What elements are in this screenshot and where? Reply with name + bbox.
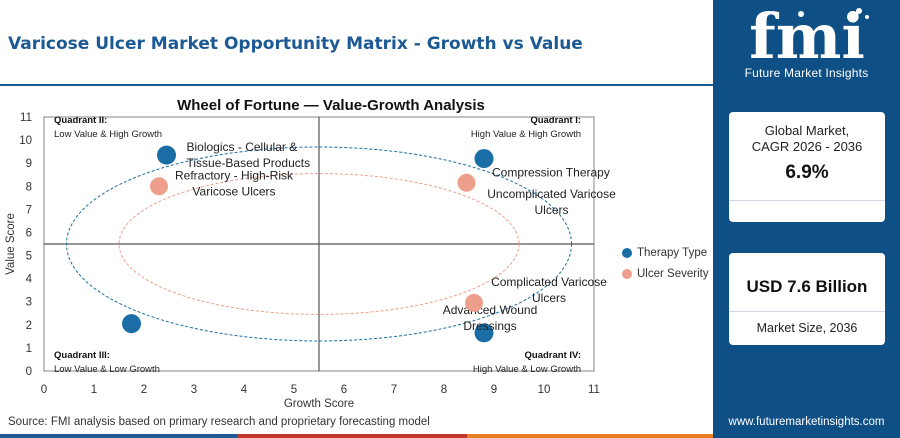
quadrant-description: Low Value & High Growth — [54, 129, 162, 140]
market-size-value: USD 7.6 Billion — [746, 277, 868, 296]
data-point-label: Advanced Wound — [443, 303, 538, 317]
y-tick-label: 9 — [26, 158, 32, 170]
data-point-label: Refractory - High-Risk — [175, 168, 294, 182]
quadrant-title: Quadrant I: — [530, 115, 581, 126]
data-point-label: Dressings — [463, 319, 516, 333]
y-tick-label: 3 — [26, 297, 32, 309]
logo-dot-icon — [798, 11, 804, 17]
data-point — [474, 323, 494, 343]
title-divider — [0, 84, 713, 86]
fmi-logo[interactable]: fmi Future Market Insights — [713, 0, 900, 88]
footer-bar-segment — [467, 434, 713, 438]
quadrant-title: Quadrant II: — [54, 115, 107, 126]
data-point-label: Uncomplicated Varicose — [487, 187, 616, 201]
x-tick-label: 1 — [91, 384, 97, 396]
x-axis-label: Growth Score — [284, 398, 354, 410]
y-tick-label: 2 — [26, 320, 32, 332]
x-tick-label: 9 — [491, 384, 497, 396]
data-point-label: Biologics - Cellular & — [187, 140, 298, 154]
data-point-label: Varicose Ulcers — [192, 184, 275, 198]
x-tick-label: 8 — [441, 384, 447, 396]
page-title: Varicose Ulcer Market Opportunity Matrix… — [8, 34, 583, 54]
therapy-type-swatch — [622, 248, 632, 258]
x-tick-label: 10 — [538, 384, 551, 396]
chart-title: Wheel of Fortune — Value-Growth Analysis — [177, 97, 485, 114]
series-orbit-1 — [118, 173, 520, 315]
y-tick-label: 7 — [26, 204, 32, 216]
footer-bar-segment — [0, 434, 237, 438]
fmi-logo-mark: fmi — [749, 4, 869, 66]
y-tick-label: 5 — [26, 251, 32, 263]
x-tick-label: 6 — [341, 384, 347, 396]
cagr-value: 6.9% — [785, 162, 829, 183]
y-tick-label: 11 — [20, 112, 32, 124]
data-point — [465, 293, 483, 312]
data-point — [157, 145, 176, 165]
legend-item-therapy-type[interactable]: Therapy Type — [622, 246, 712, 266]
market-size-label: Market Size, 2036 — [756, 321, 858, 335]
y-tick-label: 4 — [26, 274, 33, 286]
cagr-label: Global Market, CAGR 2026 - 2036 — [729, 123, 885, 155]
x-tick-label: 4 — [241, 384, 248, 396]
quadrant-description: High Value & Low Growth — [473, 364, 581, 375]
legend-label-therapy-type: Therapy Type — [637, 247, 708, 259]
opportunity-matrix-chart: Wheel of Fortune — Value-Growth Analysis… — [5, 97, 616, 410]
cagr-label-line1: Global Market, — [764, 123, 850, 138]
data-point-label: Tissue-Based Products — [187, 156, 311, 170]
data-point-label: Compression Therapy — [492, 166, 610, 180]
logo-dot-icon — [865, 15, 869, 19]
y-tick-label: 1 — [26, 343, 32, 355]
x-tick-label: 7 — [391, 384, 397, 396]
data-point — [122, 314, 141, 334]
data-point — [150, 177, 168, 196]
cagr-card: Global Market, CAGR 2026 - 2036 6.9% — [729, 112, 885, 222]
series-orbit-0 — [66, 146, 572, 342]
x-tick-label: 2 — [141, 384, 147, 396]
legend-item-ulcer-severity[interactable]: Ulcer Severity — [622, 267, 712, 287]
data-point — [474, 149, 494, 169]
market-size-card: USD 7.6 Billion Market Size, 2036 — [729, 253, 885, 345]
ulcer-severity-swatch — [622, 269, 632, 279]
y-tick-label: 8 — [26, 181, 32, 193]
chart-legend: Therapy Type Ulcer Severity — [622, 246, 712, 288]
website-link[interactable]: www.futuremarketinsights.com — [728, 416, 885, 428]
quadrant-description: Low Value & Low Growth — [54, 364, 160, 375]
x-tick-label: 0 — [41, 384, 47, 396]
data-point-label: Ulcers — [534, 203, 568, 217]
x-tick-label: 11 — [588, 384, 600, 396]
y-tick-label: 0 — [26, 366, 32, 378]
logo-dot-icon — [856, 8, 862, 14]
card-divider — [729, 200, 885, 201]
data-point — [457, 173, 476, 192]
source-note: Source: FMI analysis based on primary re… — [8, 416, 430, 428]
y-tick-label: 6 — [26, 227, 32, 239]
cagr-label-line2: CAGR 2026 - 2036 — [751, 139, 863, 154]
quadrant-title: Quadrant IV: — [525, 350, 581, 361]
logo-letters: fmi — [749, 4, 865, 66]
y-tick-label: 10 — [19, 135, 32, 147]
quadrant-title: Quadrant III: — [54, 350, 110, 361]
right-panel: fmi Future Market Insights Global Market… — [713, 0, 900, 438]
x-tick-label: 3 — [191, 384, 197, 396]
data-point-label: Complicated Varicose — [491, 275, 607, 289]
quadrant-description: High Value & High Growth — [471, 129, 581, 140]
logo-tagline: Future Market Insights — [744, 66, 869, 80]
y-axis-label: Value Score — [5, 213, 17, 275]
data-point-label: Ulcers — [532, 291, 566, 305]
x-tick-label: 5 — [291, 384, 297, 396]
legend-label-ulcer-severity: Ulcer Severity — [637, 268, 709, 280]
footer-bar-segment — [237, 434, 467, 438]
card-divider — [729, 311, 885, 312]
